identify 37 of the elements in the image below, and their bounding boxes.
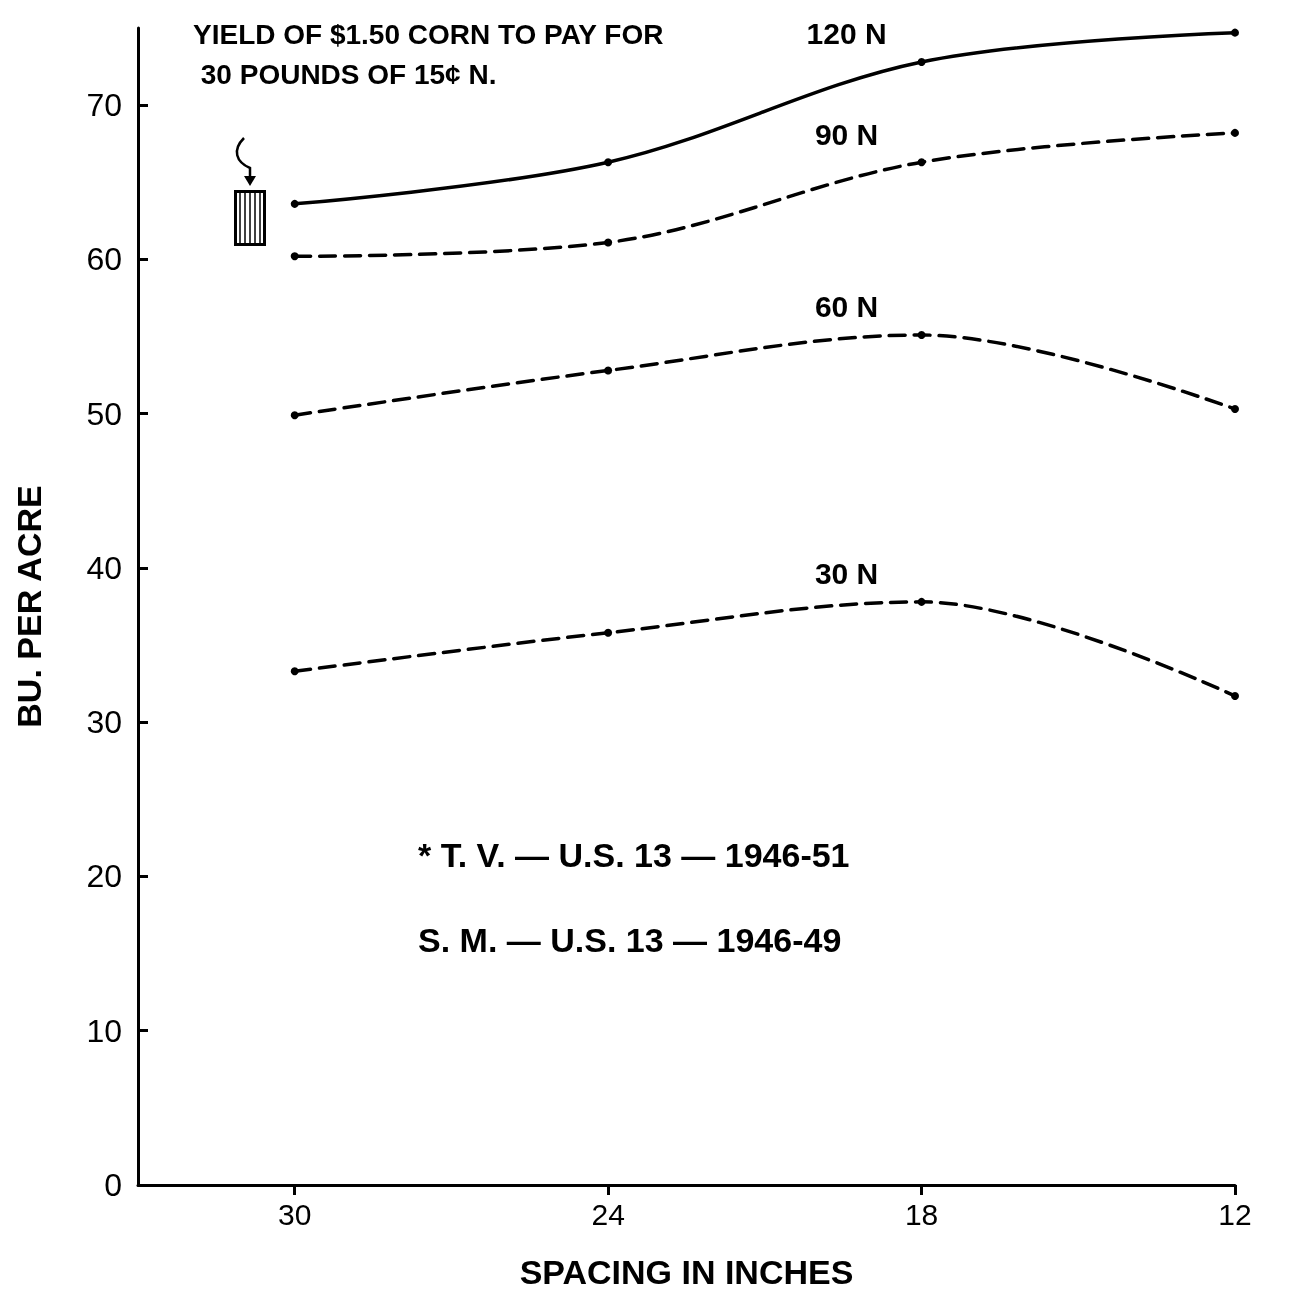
annotation: YIELD OF $1.50 CORN TO PAY FOR 30 POUNDS OF 15¢ N. bbox=[193, 18, 664, 90]
y-tick-label: 40 bbox=[86, 549, 122, 586]
y-tick-label: 70 bbox=[86, 87, 122, 124]
x-tick-label: 18 bbox=[904, 1197, 939, 1231]
series-label: 90 N bbox=[814, 117, 879, 151]
point bbox=[1231, 128, 1239, 137]
y-tick-label: 60 bbox=[86, 241, 122, 278]
annotation: S. M. — U.S. 13 — 1946-49 bbox=[418, 921, 842, 959]
x-tick-label: 30 bbox=[278, 1197, 312, 1231]
series-label: 60 N bbox=[814, 290, 879, 324]
point bbox=[917, 57, 926, 66]
series-label: 120 N bbox=[806, 17, 887, 51]
point bbox=[1231, 405, 1239, 414]
y-tick-label: 50 bbox=[86, 395, 122, 432]
point bbox=[290, 667, 299, 676]
x-tick-label: 12 bbox=[1218, 1197, 1252, 1231]
y-tick-label: 30 bbox=[86, 704, 122, 741]
series-label: 30 N bbox=[814, 557, 879, 591]
point bbox=[290, 252, 299, 261]
y-axis-title: BU. PER ACRE bbox=[10, 485, 48, 728]
annotation: * T. V. — U.S. 13 — 1946-51 bbox=[418, 836, 850, 874]
point bbox=[604, 628, 613, 637]
point bbox=[917, 158, 926, 167]
point bbox=[290, 199, 299, 208]
point bbox=[290, 411, 299, 420]
point bbox=[1231, 28, 1239, 37]
point bbox=[604, 238, 613, 247]
x-tick-label: 24 bbox=[591, 1197, 625, 1231]
y-tick-label: 0 bbox=[104, 1167, 122, 1203]
y-tick-label: 10 bbox=[86, 1012, 122, 1049]
point bbox=[1231, 691, 1239, 700]
point bbox=[917, 597, 926, 606]
y-tick-label: 20 bbox=[86, 858, 122, 895]
point bbox=[604, 158, 613, 167]
x-axis-title: SPACING IN INCHES bbox=[519, 1253, 854, 1291]
point bbox=[604, 366, 613, 375]
point bbox=[917, 330, 926, 339]
